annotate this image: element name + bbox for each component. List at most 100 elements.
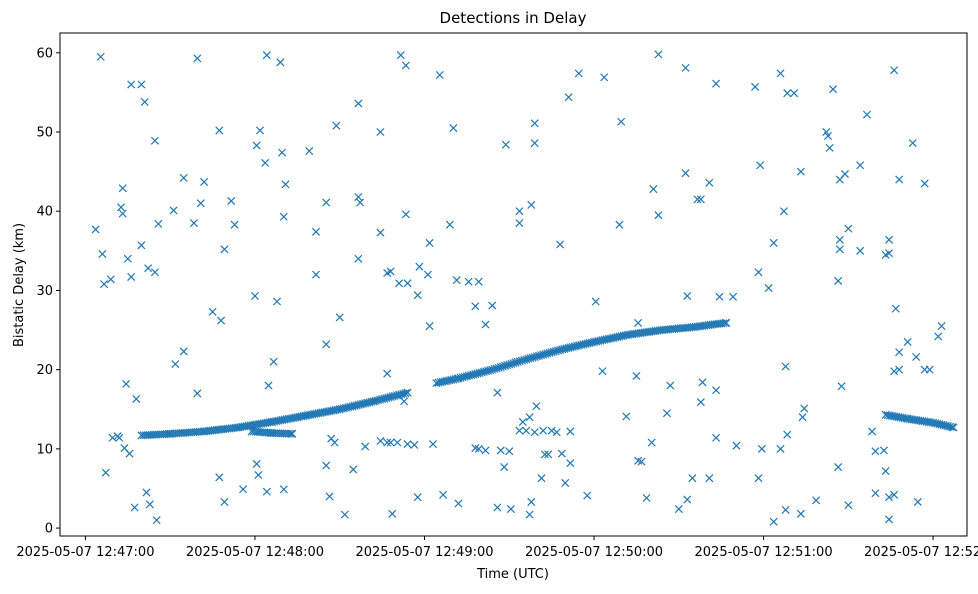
detection-point [106,275,115,284]
detection-point [925,365,934,374]
detection-point [527,497,536,506]
detection-point [890,490,899,499]
detection-point [564,93,573,102]
x-tick-label: 2025-05-07 12:51:00 [695,545,833,560]
track-point [719,319,728,328]
detection-point [754,268,763,277]
detection-point [340,510,349,519]
detection-point [376,127,385,137]
detection-point [230,220,239,229]
detection-point [530,428,539,437]
detection-point [500,463,509,472]
detection-point [354,99,363,108]
axes-frame [59,32,968,537]
detection-point [264,381,273,390]
track-point [403,388,412,397]
detection-point [649,185,658,194]
detection-point [474,444,483,453]
detection-point [532,402,541,411]
detection-point [501,140,510,149]
detection-point [912,352,921,362]
x-tick-label: 2025-05-07 12:49:00 [355,545,493,560]
detection-point [401,61,410,70]
detection-point [798,413,807,422]
x-tick-label: 2025-05-07 12:48:00 [186,545,324,560]
detection-point [583,491,592,500]
detection-point [481,320,490,329]
detection-point [96,52,105,61]
detection-point [281,180,290,189]
detection-point [705,474,714,483]
detection-point [566,427,575,436]
detection-point [269,357,278,366]
detection-point [169,206,178,215]
detection-point [123,254,132,263]
y-tick-label: 40 [36,205,53,220]
detection-point [844,501,853,510]
detection-point [769,517,778,526]
detection-point [376,436,385,445]
detection-point [464,277,473,286]
track-point [451,374,460,384]
detection-point [879,446,888,455]
detection-point [393,438,402,447]
detection-point [454,499,463,508]
detection-point [681,169,690,178]
detection-point [332,121,341,130]
detection-point [250,291,259,301]
detection-point [428,440,437,449]
detection-point [474,277,483,286]
detection-point [895,348,904,357]
detection-point [712,79,721,88]
detection-point [634,318,643,327]
track-point [288,429,297,438]
detection-point [617,117,626,126]
chart-title: Detections in Delay [440,9,587,27]
detection-point [764,284,773,293]
track-point [722,318,731,327]
detection-point [825,143,834,152]
detection-point [322,198,331,207]
detection-point [920,179,929,188]
detection-point [574,69,583,78]
detection-point [383,438,392,447]
detection-point [544,450,553,459]
detection-point [681,63,690,72]
detection-point [215,126,224,135]
detection-point [732,441,741,450]
detection-point [311,270,321,279]
detection-point [522,426,531,435]
detection-point [130,503,139,512]
detection-point [908,139,917,148]
detection-point [712,433,721,442]
detection-point [140,97,149,106]
detection-point [895,365,904,374]
detection-point [305,147,314,156]
detection-point [871,489,880,498]
x-tick-label: 2025-05-07 12:50:00 [525,545,663,560]
detection-point [781,505,790,514]
detection-point [396,51,405,60]
detection-point [132,394,141,403]
detection-point [108,433,117,442]
detection-point [781,362,790,371]
detection-point [118,209,127,218]
detection-point [779,207,788,216]
detection-point [272,297,282,306]
detection-point [530,119,539,128]
detection-point [890,66,899,75]
detection-point [403,440,412,449]
detection-point [693,195,702,204]
detection-point [835,175,844,184]
detection-point [868,427,877,436]
detection-point [193,389,202,398]
detection-point [125,449,134,458]
detection-point [796,167,805,176]
y-axis-label: Bistatic Delay (km) [12,223,27,347]
y-axis-ticks: 0 10 20 30 40 50 60 [36,46,60,537]
detection-point [179,173,188,182]
detection-point [934,332,943,341]
x-axis-ticks: 2025-05-07 12:47:00 2025-05-07 12:48:00 20… [16,536,978,560]
detection-point [488,301,497,310]
detection-point [518,417,527,426]
